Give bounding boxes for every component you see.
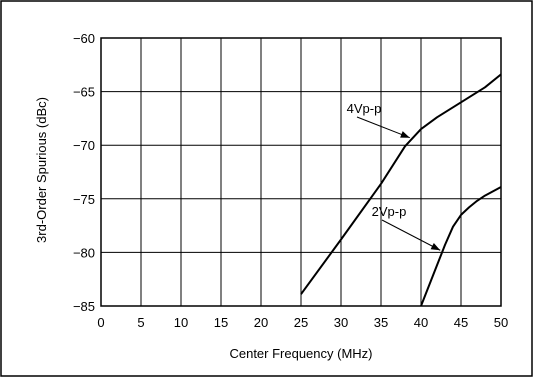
x-tick-label: 25	[294, 315, 308, 330]
grid	[101, 38, 501, 306]
y-tick-label: −75	[73, 192, 95, 207]
x-tick-label: 50	[494, 315, 508, 330]
x-tick-label: 30	[334, 315, 348, 330]
x-tick-label: 40	[414, 315, 428, 330]
y-tick-label: −70	[73, 138, 95, 153]
annotations: 4Vp-p 2Vp-p	[347, 101, 441, 251]
x-axis-label: Center Frequency (MHz)	[229, 346, 372, 361]
x-tick-label: 10	[174, 315, 188, 330]
series-line-4vpp	[300, 73, 502, 295]
x-tick-label: 0	[97, 315, 104, 330]
series-label: 2Vp-p	[372, 204, 407, 219]
y-axis-label: 3rd-Order Spurious (dBc)	[34, 97, 49, 243]
y-tick-label: −85	[73, 299, 95, 314]
annotation-arrowhead	[430, 242, 441, 251]
x-tick-label: 5	[137, 315, 144, 330]
series-line-2vpp	[420, 186, 502, 307]
y-tick-label: −65	[73, 85, 95, 100]
series-layer	[300, 73, 502, 307]
x-tick-label: 35	[374, 315, 388, 330]
x-tick-label: 45	[454, 315, 468, 330]
y-tick-label: −80	[73, 245, 95, 260]
plot-border	[100, 37, 502, 307]
x-tick-label: 20	[254, 315, 268, 330]
x-tick-label: 15	[214, 315, 228, 330]
annotation-arrowhead	[400, 131, 410, 138]
annotation-leader	[356, 116, 410, 139]
series-label: 4Vp-p	[347, 101, 382, 116]
y-tick-labels: −60 −65 −70 −75 −80 −85	[73, 31, 95, 314]
x-tick-labels: 0 5 10 15 20 25 30 35 40 45 50	[97, 315, 508, 330]
y-tick-label: −60	[73, 31, 95, 46]
annotation-leader	[381, 219, 441, 251]
